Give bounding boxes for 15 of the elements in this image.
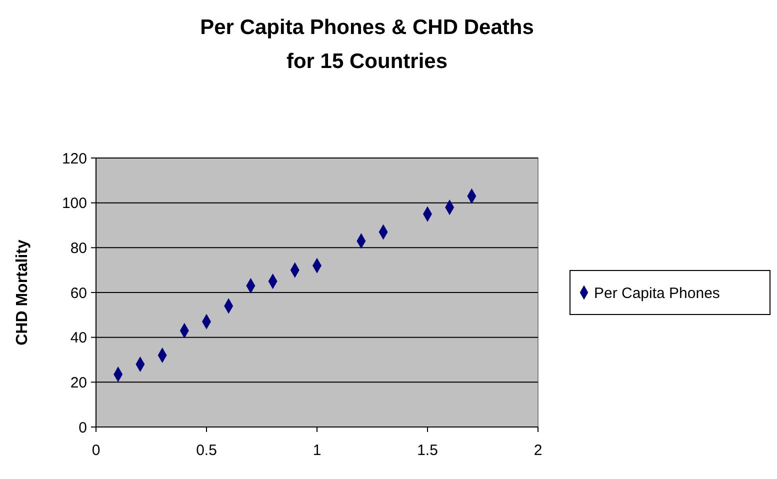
- y-tick-label: 60: [70, 284, 87, 302]
- y-tick-label: 20: [70, 374, 87, 392]
- y-tick-label: 100: [62, 195, 87, 212]
- y-axis-title: CHD Mortality: [14, 240, 31, 346]
- y-tick-label: 40: [70, 330, 87, 347]
- x-tick-label: 1.5: [417, 442, 438, 459]
- y-tick-label: 120: [62, 150, 87, 168]
- x-tick-label: 0.5: [196, 442, 217, 459]
- x-tick-label: 2: [534, 442, 542, 459]
- y-tick-label: 80: [70, 240, 87, 257]
- x-tick-label: 0: [92, 442, 100, 459]
- legend-label: Per Capita Phones: [594, 284, 720, 302]
- chart-title: Per Capita Phones & CHD Deaths for 15 Countries: [200, 16, 534, 73]
- x-tick-label: 1: [312, 442, 322, 459]
- y-tick-label: 0: [78, 419, 87, 436]
